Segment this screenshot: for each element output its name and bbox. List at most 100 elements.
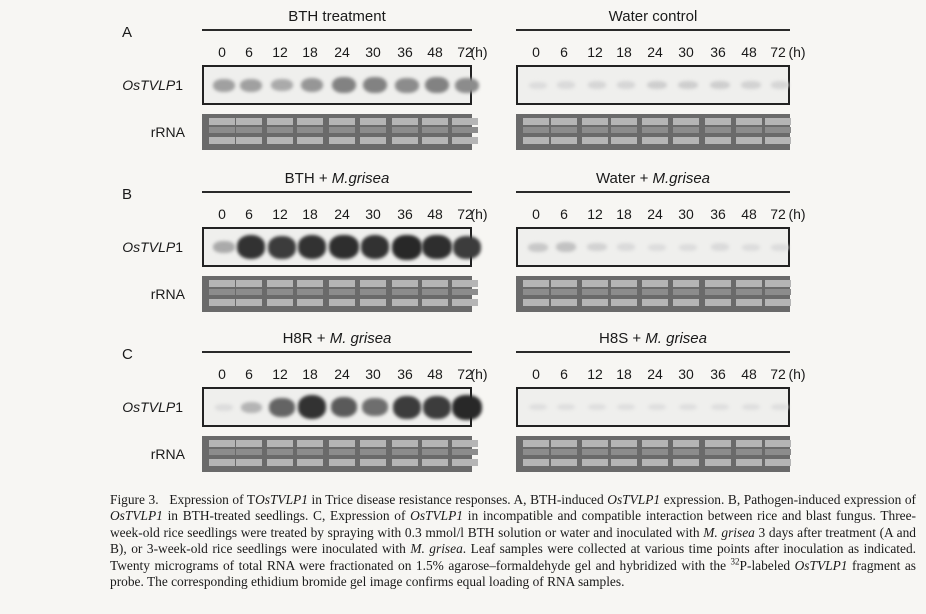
- rrna-band: [523, 289, 549, 295]
- northern-blot: [516, 65, 790, 105]
- group-title: BTH treatment: [288, 8, 386, 25]
- time-point-label: 12: [587, 366, 603, 382]
- time-point-label: 72: [770, 206, 786, 222]
- blot-band: [332, 77, 356, 93]
- blot-band: [239, 78, 263, 92]
- rrna-band: [611, 289, 637, 295]
- time-point-label: 48: [427, 206, 443, 222]
- rrna-band: [267, 289, 293, 295]
- blot-band: [710, 403, 730, 411]
- rrna-band: [582, 289, 608, 295]
- blot-band: [395, 77, 419, 93]
- blot-band: [212, 78, 236, 92]
- rrna-band: [360, 299, 386, 306]
- blot-band: [214, 403, 234, 411]
- time-unit-label: (h): [788, 44, 806, 60]
- rrna-band: [452, 118, 478, 125]
- time-point-label: 6: [560, 366, 568, 382]
- time-point-label: 72: [770, 366, 786, 382]
- blot-band: [678, 403, 698, 411]
- blot-band: [741, 81, 761, 89]
- blot-band: [678, 80, 698, 90]
- time-point-label: 48: [741, 366, 757, 382]
- rrna-band: [329, 449, 355, 455]
- rrna-band: [611, 137, 637, 144]
- rrna-band: [452, 289, 478, 295]
- rrna-band: [236, 137, 262, 144]
- blot-band: [528, 81, 548, 89]
- blot-band: [271, 79, 293, 91]
- time-unit-label: (h): [470, 44, 488, 60]
- blot-band: [363, 77, 387, 93]
- blot-band: [267, 235, 297, 259]
- rrna-band: [422, 449, 448, 455]
- group-title: Water + M.grisea: [595, 170, 711, 187]
- rrna-band: [611, 127, 637, 133]
- group-title: Water control: [608, 8, 698, 25]
- rrna-band: [736, 289, 762, 295]
- time-point-label: 18: [616, 44, 632, 60]
- rrna-gel: [202, 436, 478, 472]
- rrna-band: [523, 299, 549, 306]
- rrna-band: [422, 440, 448, 447]
- rrna-band: [360, 137, 386, 144]
- rrna-band: [209, 289, 235, 295]
- blot-band: [556, 81, 576, 89]
- time-point-label: 48: [427, 366, 443, 382]
- rrna-band: [551, 440, 577, 447]
- time-point-label: 72: [457, 44, 473, 60]
- time-point-label: 0: [218, 366, 226, 382]
- rrna-band: [551, 280, 577, 287]
- rrna-band: [705, 280, 731, 287]
- rrna-band: [329, 118, 355, 125]
- rrna-band: [329, 280, 355, 287]
- rrna-band: [736, 118, 762, 125]
- rrna-band: [360, 280, 386, 287]
- time-unit-label: (h): [470, 366, 488, 382]
- blot-band: [647, 243, 667, 251]
- blot-band: [422, 395, 452, 419]
- rrna-band: [673, 127, 699, 133]
- rrna-band: [551, 449, 577, 455]
- time-point-label: 36: [397, 44, 413, 60]
- rrna-band: [582, 118, 608, 125]
- blot-band: [587, 243, 607, 251]
- rrna-band: [611, 459, 637, 466]
- time-point-label: 30: [365, 366, 381, 382]
- time-point-label: 12: [272, 44, 288, 60]
- rrna-band: [267, 440, 293, 447]
- time-point-label: 36: [397, 206, 413, 222]
- blot-band: [587, 81, 607, 89]
- blot-band: [678, 243, 698, 251]
- group-rule: [202, 191, 472, 193]
- group-title: BTH + M.grisea: [284, 170, 390, 187]
- rrna-band: [236, 127, 262, 133]
- rrna-band: [452, 449, 478, 455]
- group-rule: [202, 29, 472, 31]
- blot-band: [528, 242, 548, 252]
- rrna-band: [673, 440, 699, 447]
- rrna-band: [236, 289, 262, 295]
- rrna-gel: [516, 276, 791, 312]
- blot-band: [528, 403, 548, 411]
- rrna-band: [267, 280, 293, 287]
- rrna-band: [736, 299, 762, 306]
- northern-blot: [202, 65, 479, 105]
- group-rule: [202, 351, 472, 353]
- blot-band: [710, 80, 730, 90]
- rrna-band: [422, 299, 448, 306]
- time-point-label: 48: [741, 206, 757, 222]
- blot-band: [240, 401, 262, 413]
- rrna-band: [523, 449, 549, 455]
- rrna-band: [736, 449, 762, 455]
- rrna-band: [329, 137, 355, 144]
- rrna-band: [297, 299, 323, 306]
- rrna-band: [360, 459, 386, 466]
- time-point-label: 0: [218, 44, 226, 60]
- time-point-label: 18: [302, 206, 318, 222]
- blot-band: [392, 234, 422, 260]
- time-point-label: 18: [616, 366, 632, 382]
- rrna-band: [329, 289, 355, 295]
- rrna-band: [360, 127, 386, 133]
- rrna-band: [736, 459, 762, 466]
